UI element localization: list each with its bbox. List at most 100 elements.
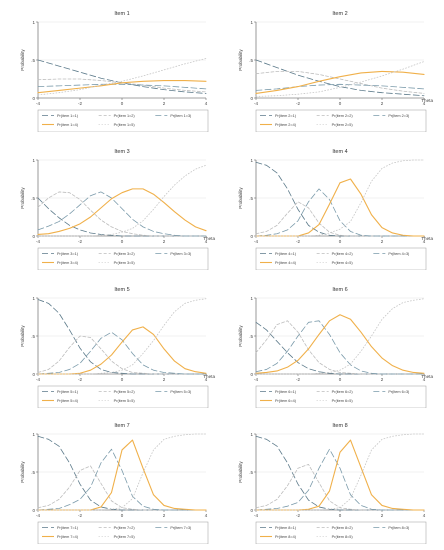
y-tick-label: .5 bbox=[31, 470, 35, 475]
x-tick-label: -2 bbox=[78, 239, 82, 244]
series-line-4 bbox=[37, 326, 207, 375]
y-axis-label: Probability bbox=[20, 325, 25, 347]
series-line-2 bbox=[255, 464, 425, 511]
chart-panel-1: Item 1 0 .5 1 -4 -2 0 2 4 Probability Pr(item 1=1)… bbox=[10, 6, 216, 133]
legend-entry: Pr(item 1=5) bbox=[114, 123, 136, 127]
chart-svg: Item 2 0 .5 1 -4 -2 0 2 4 Probability Theta Pr(item… bbox=[238, 11, 433, 133]
series-line-1 bbox=[255, 161, 425, 237]
y-axis-label: Probability bbox=[20, 461, 25, 483]
series-line-3 bbox=[255, 83, 425, 91]
y-tick-label: 0 bbox=[250, 508, 253, 513]
series-line-3 bbox=[255, 448, 425, 511]
series-line-2 bbox=[255, 71, 425, 94]
series-line-5 bbox=[37, 433, 207, 511]
y-tick-label: 0 bbox=[250, 96, 253, 101]
x-tick-label: 2 bbox=[381, 513, 384, 518]
legend-entry: Pr(item 2=4) bbox=[275, 123, 297, 127]
y-axis-label: Probability bbox=[20, 49, 25, 71]
y-tick-label: .5 bbox=[31, 196, 35, 201]
y-tick-label: 1 bbox=[250, 158, 253, 163]
y-tick-label: 1 bbox=[32, 296, 35, 301]
series-line-5 bbox=[255, 433, 425, 511]
y-tick-label: .5 bbox=[31, 58, 35, 63]
legend-entry: Pr(item 3=5) bbox=[114, 261, 136, 265]
legend-entry: Pr(item 6=2) bbox=[332, 390, 354, 394]
series-line-4 bbox=[37, 439, 207, 511]
x-axis-label: Theta bbox=[421, 98, 433, 103]
legend-entry: Pr(item 8=4) bbox=[275, 535, 297, 539]
x-tick-label: 0 bbox=[121, 377, 124, 382]
x-tick-label: -2 bbox=[296, 513, 300, 518]
series-line-3 bbox=[37, 448, 207, 511]
y-axis-label: Probability bbox=[238, 187, 243, 209]
y-tick-label: .5 bbox=[249, 470, 253, 475]
y-tick-label: 1 bbox=[32, 432, 35, 437]
series-line-1 bbox=[37, 435, 207, 511]
series-line-1 bbox=[255, 435, 425, 511]
x-tick-label: 2 bbox=[381, 377, 384, 382]
x-tick-label: 0 bbox=[121, 513, 124, 518]
chart-svg: Item 1 0 .5 1 -4 -2 0 2 4 Probability Pr(item 1=1)… bbox=[20, 11, 209, 133]
series-line-2 bbox=[255, 201, 425, 237]
legend-entry: Pr(item 1=1) bbox=[57, 114, 79, 118]
y-tick-label: 0 bbox=[32, 372, 35, 377]
y-tick-label: .5 bbox=[249, 334, 253, 339]
y-tick-label: .5 bbox=[31, 334, 35, 339]
x-tick-label: -4 bbox=[36, 513, 40, 518]
legend-entry: Pr(item 4=4) bbox=[275, 261, 297, 265]
series-line-4 bbox=[255, 70, 425, 94]
y-axis-label: Probability bbox=[238, 461, 243, 483]
legend-entry: Pr(item 1=2) bbox=[114, 114, 136, 118]
series-line-1 bbox=[37, 197, 207, 237]
series-line-5 bbox=[255, 159, 425, 237]
x-tick-label: 2 bbox=[163, 239, 166, 244]
chart-panel-7: Item 7 0 .5 1 -4 -2 0 2 4 Probability Pr(item 7=1)… bbox=[10, 418, 216, 545]
x-tick-label: -4 bbox=[36, 239, 40, 244]
y-tick-label: 1 bbox=[250, 296, 253, 301]
legend-entry: Pr(item 6=5) bbox=[332, 399, 354, 403]
x-axis-label: Theta bbox=[421, 236, 433, 241]
series-line-4 bbox=[255, 439, 425, 511]
x-axis-label: Theta bbox=[203, 374, 215, 379]
chart-title: Item 7 bbox=[114, 423, 129, 429]
y-tick-label: 1 bbox=[250, 432, 253, 437]
chart-title: Item 3 bbox=[114, 149, 129, 155]
legend-entry: Pr(item 7=5) bbox=[114, 535, 136, 539]
x-tick-label: -2 bbox=[78, 101, 82, 106]
series-line-5 bbox=[37, 164, 207, 237]
x-tick-label: 0 bbox=[339, 101, 342, 106]
x-tick-label: 2 bbox=[381, 239, 384, 244]
x-tick-label: 4 bbox=[423, 377, 426, 382]
x-tick-label: -2 bbox=[296, 239, 300, 244]
x-tick-label: 4 bbox=[205, 377, 208, 382]
chart-svg: Item 6 0 .5 1 -4 -2 0 2 4 Probability Theta Pr(item… bbox=[238, 287, 433, 409]
x-tick-label: 4 bbox=[423, 239, 426, 244]
x-tick-label: 0 bbox=[121, 239, 124, 244]
y-tick-label: 0 bbox=[250, 372, 253, 377]
legend-entry: Pr(item 7=1) bbox=[57, 526, 79, 530]
series-line-1 bbox=[255, 321, 425, 375]
legend-entry: Pr(item 8=3) bbox=[388, 526, 410, 530]
legend-entry: Pr(item 2=2) bbox=[332, 114, 354, 118]
legend-entry: Pr(item 6=1) bbox=[275, 390, 297, 394]
legend-entry: Pr(item 4=2) bbox=[332, 252, 354, 256]
x-tick-label: 2 bbox=[163, 513, 166, 518]
y-tick-label: 0 bbox=[250, 234, 253, 239]
series-line-4 bbox=[255, 314, 425, 374]
y-tick-label: 1 bbox=[250, 20, 253, 25]
legend-entry: Pr(item 5=2) bbox=[114, 390, 136, 394]
legend-entry: Pr(item 3=2) bbox=[114, 252, 136, 256]
series-line-3 bbox=[37, 83, 207, 90]
chart-panel-8: Item 8 0 .5 1 -4 -2 0 2 4 Probability Pr(item 8=1)… bbox=[228, 418, 434, 545]
y-axis-label: Probability bbox=[238, 325, 243, 347]
x-tick-label: 4 bbox=[205, 239, 208, 244]
series-line-3 bbox=[255, 320, 425, 375]
x-tick-label: 4 bbox=[205, 513, 208, 518]
legend-entry: Pr(item 7=4) bbox=[57, 535, 79, 539]
series-line-2 bbox=[255, 320, 425, 375]
chart-svg: Item 5 0 .5 1 -4 -2 0 2 4 Probability Theta Pr(item… bbox=[20, 287, 215, 409]
series-line-5 bbox=[255, 61, 425, 97]
chart-title: Item 2 bbox=[332, 11, 347, 17]
chart-svg: Item 3 0 .5 1 -4 -2 0 2 4 Probability Theta Pr(item… bbox=[20, 149, 215, 271]
chart-title: Item 1 bbox=[114, 11, 129, 17]
